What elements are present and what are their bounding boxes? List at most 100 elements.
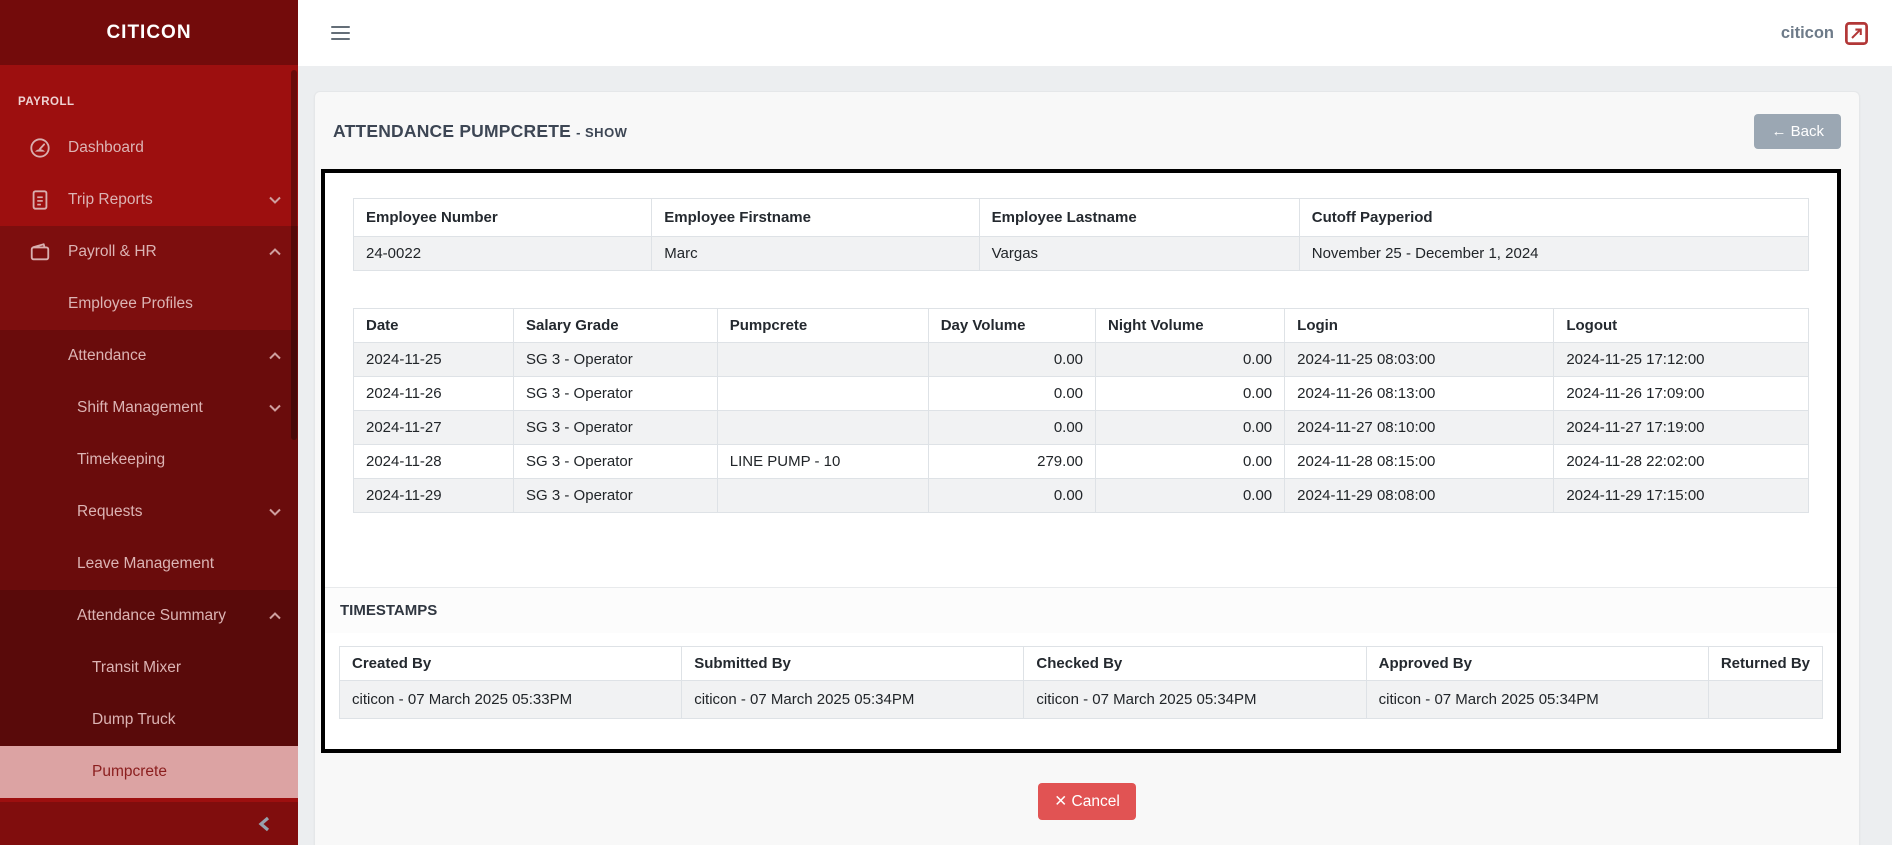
card-header: ATTENDANCE PUMPCRETE - SHOW ← Back — [315, 92, 1859, 167]
sidebar-item-attendance[interactable]: Attendance — [0, 330, 298, 382]
cell-date: 2024-11-26 — [354, 377, 514, 411]
cell-night-volume: 0.00 — [1096, 377, 1285, 411]
sidebar-item-leave-management[interactable]: Leave Management — [0, 538, 298, 590]
sidebar-item-trip-reports[interactable]: Trip Reports — [0, 174, 298, 226]
sidebar-item-dashboard[interactable]: Dashboard — [0, 122, 298, 174]
col-login: Login — [1285, 309, 1554, 343]
sidebar-item-dump-truck[interactable]: Dump Truck — [0, 694, 298, 746]
sidebar-item-payroll-hr[interactable]: Payroll & HR — [0, 226, 298, 278]
sidebar-item-requests[interactable]: Requests — [0, 486, 298, 538]
cell-pumpcrete — [717, 411, 928, 445]
cell-salary-grade: SG 3 - Operator — [514, 411, 718, 445]
timestamps-header-row: Created By Submitted By Checked By Appro… — [340, 647, 1823, 681]
cell-salary-grade: SG 3 - Operator — [514, 377, 718, 411]
cell-login: 2024-11-27 08:10:00 — [1285, 411, 1554, 445]
employee-table-header-row: Employee Number Employee Firstname Emplo… — [354, 199, 1809, 237]
topbar: citicon — [298, 0, 1892, 66]
cell-night-volume: 0.00 — [1096, 479, 1285, 513]
cell-salary-grade: SG 3 - Operator — [514, 445, 718, 479]
brand-name: CITICON — [106, 22, 191, 44]
approved-by: citicon - 07 March 2025 05:34PM — [1366, 681, 1708, 719]
attendance-card: ATTENDANCE PUMPCRETE - SHOW ← Back Emplo… — [314, 91, 1860, 845]
record-panel: Employee Number Employee Firstname Emplo… — [321, 169, 1841, 753]
sidebar-item-transit-mixer[interactable]: Transit Mixer — [0, 642, 298, 694]
chevron-up-icon — [269, 612, 281, 620]
col-returned-by: Returned By — [1708, 647, 1822, 681]
timestamps-table: Created By Submitted By Checked By Appro… — [339, 646, 1823, 719]
sidebar-item-label: Attendance Summary — [77, 607, 226, 625]
sidebar-item-label: Dump Truck — [92, 711, 176, 729]
cell-night-volume: 0.00 — [1096, 343, 1285, 377]
col-employee-firstname: Employee Firstname — [652, 199, 979, 237]
col-submitted-by: Submitted By — [682, 647, 1024, 681]
sidebar-item-timekeeping[interactable]: Timekeeping — [0, 434, 298, 486]
topbar-user-label: citicon — [1781, 24, 1834, 43]
timestamps-section-label: TIMESTAMPS — [325, 587, 1837, 633]
sidebar-item-label: Employee Profiles — [68, 295, 193, 313]
col-employee-lastname: Employee Lastname — [979, 199, 1299, 237]
employee-number: 24-0022 — [354, 237, 652, 271]
sidebar-item-shift-management[interactable]: Shift Management — [0, 382, 298, 434]
page-title-suffix: - SHOW — [576, 125, 627, 140]
cell-day-volume: 0.00 — [928, 479, 1095, 513]
col-pumpcrete: Pumpcrete — [717, 309, 928, 343]
cell-date: 2024-11-27 — [354, 411, 514, 445]
cell-day-volume: 279.00 — [928, 445, 1095, 479]
col-logout: Logout — [1554, 309, 1809, 343]
document-icon — [29, 189, 51, 211]
sidebar-collapse-button[interactable] — [0, 802, 298, 845]
cell-salary-grade: SG 3 - Operator — [514, 479, 718, 513]
employee-lastname: Vargas — [979, 237, 1299, 271]
sidebar-item-attendance-summary[interactable]: Attendance Summary — [0, 590, 298, 642]
back-button[interactable]: ← Back — [1754, 114, 1841, 149]
chevron-left-icon — [258, 816, 270, 832]
cell-night-volume: 0.00 — [1096, 411, 1285, 445]
sidebar-item-label: Timekeeping — [77, 451, 165, 469]
wallet-icon — [29, 241, 51, 263]
sidebar-item-pumpcrete[interactable]: Pumpcrete — [0, 746, 298, 798]
cell-pumpcrete: LINE PUMP - 10 — [717, 445, 928, 479]
col-day-volume: Day Volume — [928, 309, 1095, 343]
sidebar-scrollbar-thumb[interactable] — [291, 70, 297, 440]
attendance-row: 2024-11-27 SG 3 - Operator 0.00 0.00 202… — [354, 411, 1809, 445]
cell-logout: 2024-11-27 17:19:00 — [1554, 411, 1809, 445]
attendance-row: 2024-11-26 SG 3 - Operator 0.00 0.00 202… — [354, 377, 1809, 411]
col-cutoff-payperiod: Cutoff Payperiod — [1299, 199, 1808, 237]
submitted-by: citicon - 07 March 2025 05:34PM — [682, 681, 1024, 719]
col-created-by: Created By — [340, 647, 682, 681]
returned-by — [1708, 681, 1822, 719]
cell-salary-grade: SG 3 - Operator — [514, 343, 718, 377]
attendance-table: Date Salary Grade Pumpcrete Day Volume N… — [353, 308, 1809, 513]
sidebar-item-label: Payroll & HR — [68, 243, 157, 261]
chevron-up-icon — [269, 248, 281, 256]
back-arrow-icon: ← — [1771, 123, 1786, 140]
cell-date: 2024-11-25 — [354, 343, 514, 377]
col-night-volume: Night Volume — [1096, 309, 1285, 343]
cell-pumpcrete — [717, 479, 928, 513]
cutoff-payperiod: November 25 - December 1, 2024 — [1299, 237, 1808, 271]
cell-day-volume: 0.00 — [928, 343, 1095, 377]
sidebar-item-label: Leave Management — [77, 555, 214, 573]
menu-toggle-button[interactable] — [331, 26, 350, 40]
employee-firstname: Marc — [652, 237, 979, 271]
cell-login: 2024-11-25 08:03:00 — [1285, 343, 1554, 377]
content-area: ATTENDANCE PUMPCRETE - SHOW ← Back Emplo… — [298, 66, 1892, 845]
chevron-down-icon — [269, 196, 281, 204]
cell-logout: 2024-11-29 17:15:00 — [1554, 479, 1809, 513]
chevron-down-icon — [269, 404, 281, 412]
employee-info-table: Employee Number Employee Firstname Emplo… — [353, 198, 1809, 271]
cell-login: 2024-11-29 08:08:00 — [1285, 479, 1554, 513]
sidebar: CITICON PAYROLL Dashboard Trip Reports P… — [0, 0, 298, 845]
sidebar-item-label: Pumpcrete — [92, 763, 167, 781]
sidebar-item-employee-profiles[interactable]: Employee Profiles — [0, 278, 298, 330]
cell-day-volume: 0.00 — [928, 377, 1095, 411]
col-approved-by: Approved By — [1366, 647, 1708, 681]
cell-pumpcrete — [717, 377, 928, 411]
cancel-button[interactable]: ✕ Cancel — [1038, 783, 1136, 820]
chevron-down-icon — [269, 508, 281, 516]
chevron-up-icon — [269, 352, 281, 360]
logout-icon[interactable] — [1843, 20, 1870, 47]
cell-day-volume: 0.00 — [928, 411, 1095, 445]
cell-pumpcrete — [717, 343, 928, 377]
cell-logout: 2024-11-25 17:12:00 — [1554, 343, 1809, 377]
